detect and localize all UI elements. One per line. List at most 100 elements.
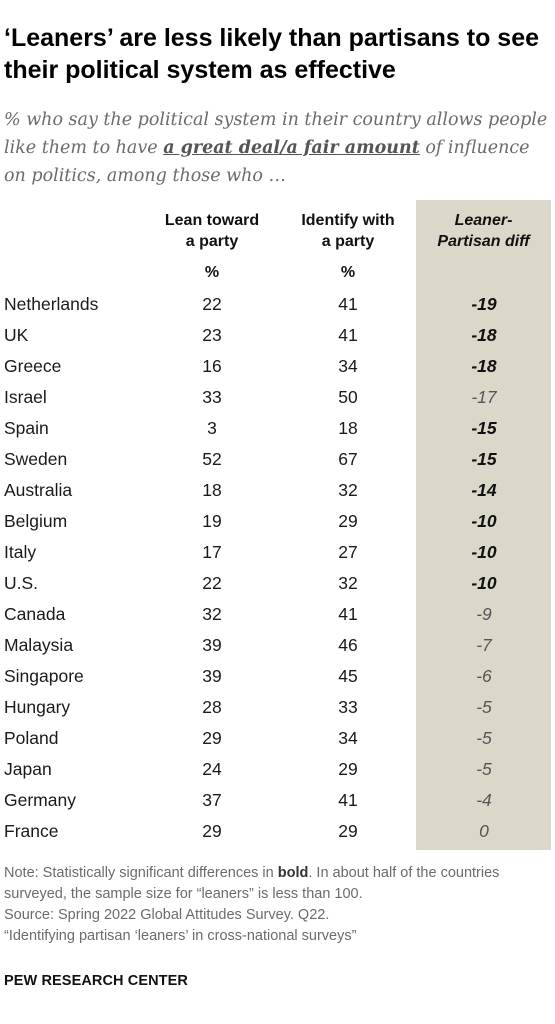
table-row: Singapore 39 45 -6: [0, 662, 555, 693]
table-row: Japan 24 29 -5: [0, 755, 555, 786]
lean-value: 28: [202, 697, 222, 717]
diff-value: -18: [471, 356, 497, 376]
footer-note-text: Note: Statistically significant differen…: [4, 865, 278, 881]
lean-value: 24: [202, 759, 222, 779]
chart-title: ‘Leaners’ are less likely than partisans…: [4, 24, 539, 84]
diff-value: -14: [471, 480, 497, 500]
table-row: Poland 29 34 -5: [0, 724, 555, 755]
chart-footer: Note: Statistically significant differen…: [4, 863, 552, 947]
identify-value: 41: [338, 790, 358, 810]
identify-value: 41: [338, 325, 358, 345]
diff-value: -17: [471, 387, 497, 407]
diff-value: -18: [471, 325, 497, 345]
identify-value: 32: [338, 573, 358, 593]
diff-value: 0: [479, 821, 489, 841]
identify-value: 18: [338, 418, 358, 438]
column-header-line: Leaner-: [454, 212, 513, 229]
lean-value: 52: [202, 449, 222, 469]
diff-value: -10: [471, 542, 497, 562]
table-row: France 29 29 0: [0, 817, 555, 848]
lean-value: 39: [202, 635, 222, 655]
table-row: Germany 37 41 -4: [0, 786, 555, 817]
identify-value: 41: [338, 294, 358, 314]
diff-value: -15: [471, 449, 497, 469]
table-row: Malaysia 39 46 -7: [0, 631, 555, 662]
identify-value: 27: [338, 542, 358, 562]
country-label: Singapore: [4, 666, 84, 686]
subtitle-text-start: % who say the political system in their …: [4, 110, 548, 158]
country-label: Japan: [4, 759, 52, 779]
subtitle-emphasis: a great deal/a fair amount: [163, 138, 420, 158]
identify-value: 50: [338, 387, 358, 407]
diff-value: -19: [471, 294, 497, 314]
identify-value: 41: [338, 604, 358, 624]
footer-note: Note: Statistically significant differen…: [4, 863, 552, 905]
footer-note-text-end: . In about half of the countries surveye…: [4, 865, 500, 902]
country-label: Hungary: [4, 697, 71, 717]
unit-label-identify: %: [340, 264, 356, 281]
identify-value: 46: [338, 635, 358, 655]
lean-value: 33: [202, 387, 222, 407]
table-row: Belgium 19 29 -10: [0, 507, 555, 538]
lean-value: 29: [202, 821, 222, 841]
diff-value: -4: [476, 790, 492, 810]
country-label: Canada: [4, 604, 66, 624]
table-row: Netherlands 22 41 -19: [0, 290, 555, 321]
unit-label-lean: %: [204, 264, 220, 281]
column-header-line: Partisan diff: [437, 233, 530, 250]
diff-value: -5: [476, 759, 492, 779]
diff-value: -15: [471, 418, 497, 438]
lean-value: 16: [202, 356, 222, 376]
table-row: Canada 32 41 -9: [0, 600, 555, 631]
table-row: Spain 3 18 -15: [0, 414, 555, 445]
table-row: Greece 16 34 -18: [0, 352, 555, 383]
identify-value: 29: [338, 511, 358, 531]
country-label: Germany: [4, 790, 76, 810]
lean-value: 19: [202, 511, 222, 531]
subtitle-text-end: of influence on politics, among those wh…: [4, 138, 530, 186]
identify-value: 33: [338, 697, 358, 717]
column-header-line: a party: [185, 233, 239, 250]
diff-value: -7: [476, 635, 492, 655]
lean-value: 22: [202, 573, 222, 593]
column-header-line: Lean toward: [164, 212, 260, 229]
table-row: Hungary 28 33 -5: [0, 693, 555, 724]
table-row: Sweden 52 67 -15: [0, 445, 555, 476]
table-row: U.S. 22 32 -10: [0, 569, 555, 600]
column-header-line: a party: [321, 233, 375, 250]
diff-value: -6: [476, 666, 492, 686]
country-label: Netherlands: [4, 294, 99, 314]
country-label: France: [4, 821, 59, 841]
identify-value: 45: [338, 666, 358, 686]
country-label: Poland: [4, 728, 59, 748]
country-label: Malaysia: [4, 635, 74, 655]
lean-value: 17: [202, 542, 222, 562]
footer-note-bold: bold: [277, 865, 309, 881]
diff-value: -10: [471, 573, 497, 593]
table-row: UK 23 41 -18: [0, 321, 555, 352]
identify-value: 67: [338, 449, 358, 469]
diff-value: -10: [471, 511, 497, 531]
brand-logo-text: PEW RESEARCH CENTER: [4, 973, 188, 989]
country-label: Israel: [4, 387, 47, 407]
lean-value: 3: [207, 418, 217, 438]
country-label: Spain: [4, 418, 49, 438]
chart-subtitle: % who say the political system in their …: [4, 106, 549, 190]
column-header-lean: Lean toward a party: [142, 210, 282, 252]
footer-source: Source: Spring 2022 Global Attitudes Sur…: [4, 907, 330, 923]
diff-column-background: [416, 200, 551, 850]
country-label: Belgium: [4, 511, 68, 531]
country-label: Greece: [4, 356, 62, 376]
diff-value: -5: [476, 697, 492, 717]
identify-value: 29: [338, 759, 358, 779]
country-label: Sweden: [4, 449, 68, 469]
diff-value: -9: [476, 604, 492, 624]
country-label: U.S.: [4, 573, 39, 593]
country-label: Italy: [4, 542, 37, 562]
table-row: Australia 18 32 -14: [0, 476, 555, 507]
diff-value: -5: [476, 728, 492, 748]
column-header-identify: Identify with a party: [278, 210, 418, 252]
lean-value: 23: [202, 325, 222, 345]
table-row: Israel 33 50 -17: [0, 383, 555, 414]
column-header-line: Identify with: [301, 212, 395, 229]
